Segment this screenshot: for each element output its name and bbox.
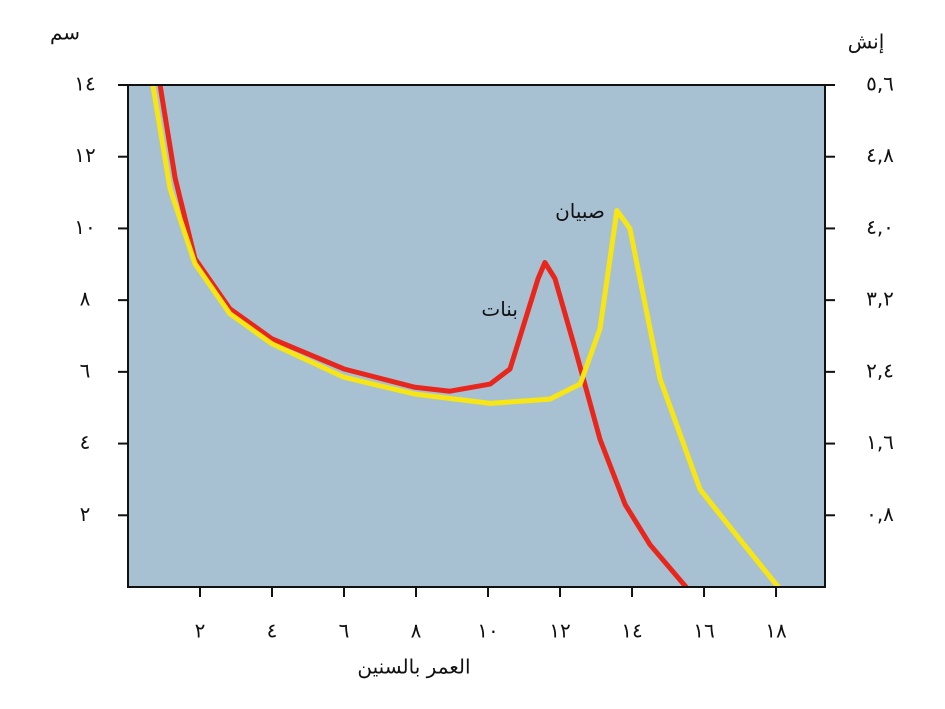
line-0	[157, 85, 689, 587]
lines	[150, 85, 781, 587]
y-axis-label: سم	[50, 21, 80, 45]
plot-frame	[127, 84, 826, 588]
y-tick-label: ٦	[80, 358, 91, 382]
y-tick-label: ٤	[80, 430, 91, 454]
y-tick-label: ١٠	[74, 215, 95, 239]
x-tick-label: ١٨	[765, 619, 787, 643]
x-tick-label: ٨	[411, 619, 422, 643]
x-tick-label: ١٦	[693, 619, 714, 643]
y2-tick-label: ٤,٨	[866, 143, 894, 167]
x-tick-label: ٦	[339, 619, 350, 643]
y-tick-label: ٢	[80, 502, 91, 526]
y-tick-label: ١٢	[74, 143, 95, 167]
y2-tick-label: ٠,٨	[866, 502, 894, 526]
y-tick-label: ٨	[80, 287, 91, 311]
line-1	[150, 85, 781, 587]
y2-tick-label: ٥,٦	[866, 72, 894, 96]
x-tick-label: ١٤	[621, 619, 642, 643]
x-tick-label: ٤	[267, 619, 278, 643]
x-tick-label: ٢	[195, 619, 206, 643]
series-label: صبيان	[555, 199, 605, 223]
x-axis-label: العمر بالسنين	[357, 655, 470, 679]
y2-axis-label: إنش	[848, 30, 885, 55]
y2-tick-label: ٤,٠	[866, 215, 894, 239]
series-label: بنات	[481, 297, 518, 321]
y2-tick-label: ١,٦	[866, 430, 894, 454]
y2-tick-label: ٢,٤	[866, 358, 894, 382]
x-tick-label: ١٢	[549, 619, 570, 643]
y2-tick-label: ٣,٢	[866, 287, 894, 311]
x-tick-label: ١٠	[477, 619, 498, 643]
y-tick-label: ١٤	[74, 72, 95, 96]
